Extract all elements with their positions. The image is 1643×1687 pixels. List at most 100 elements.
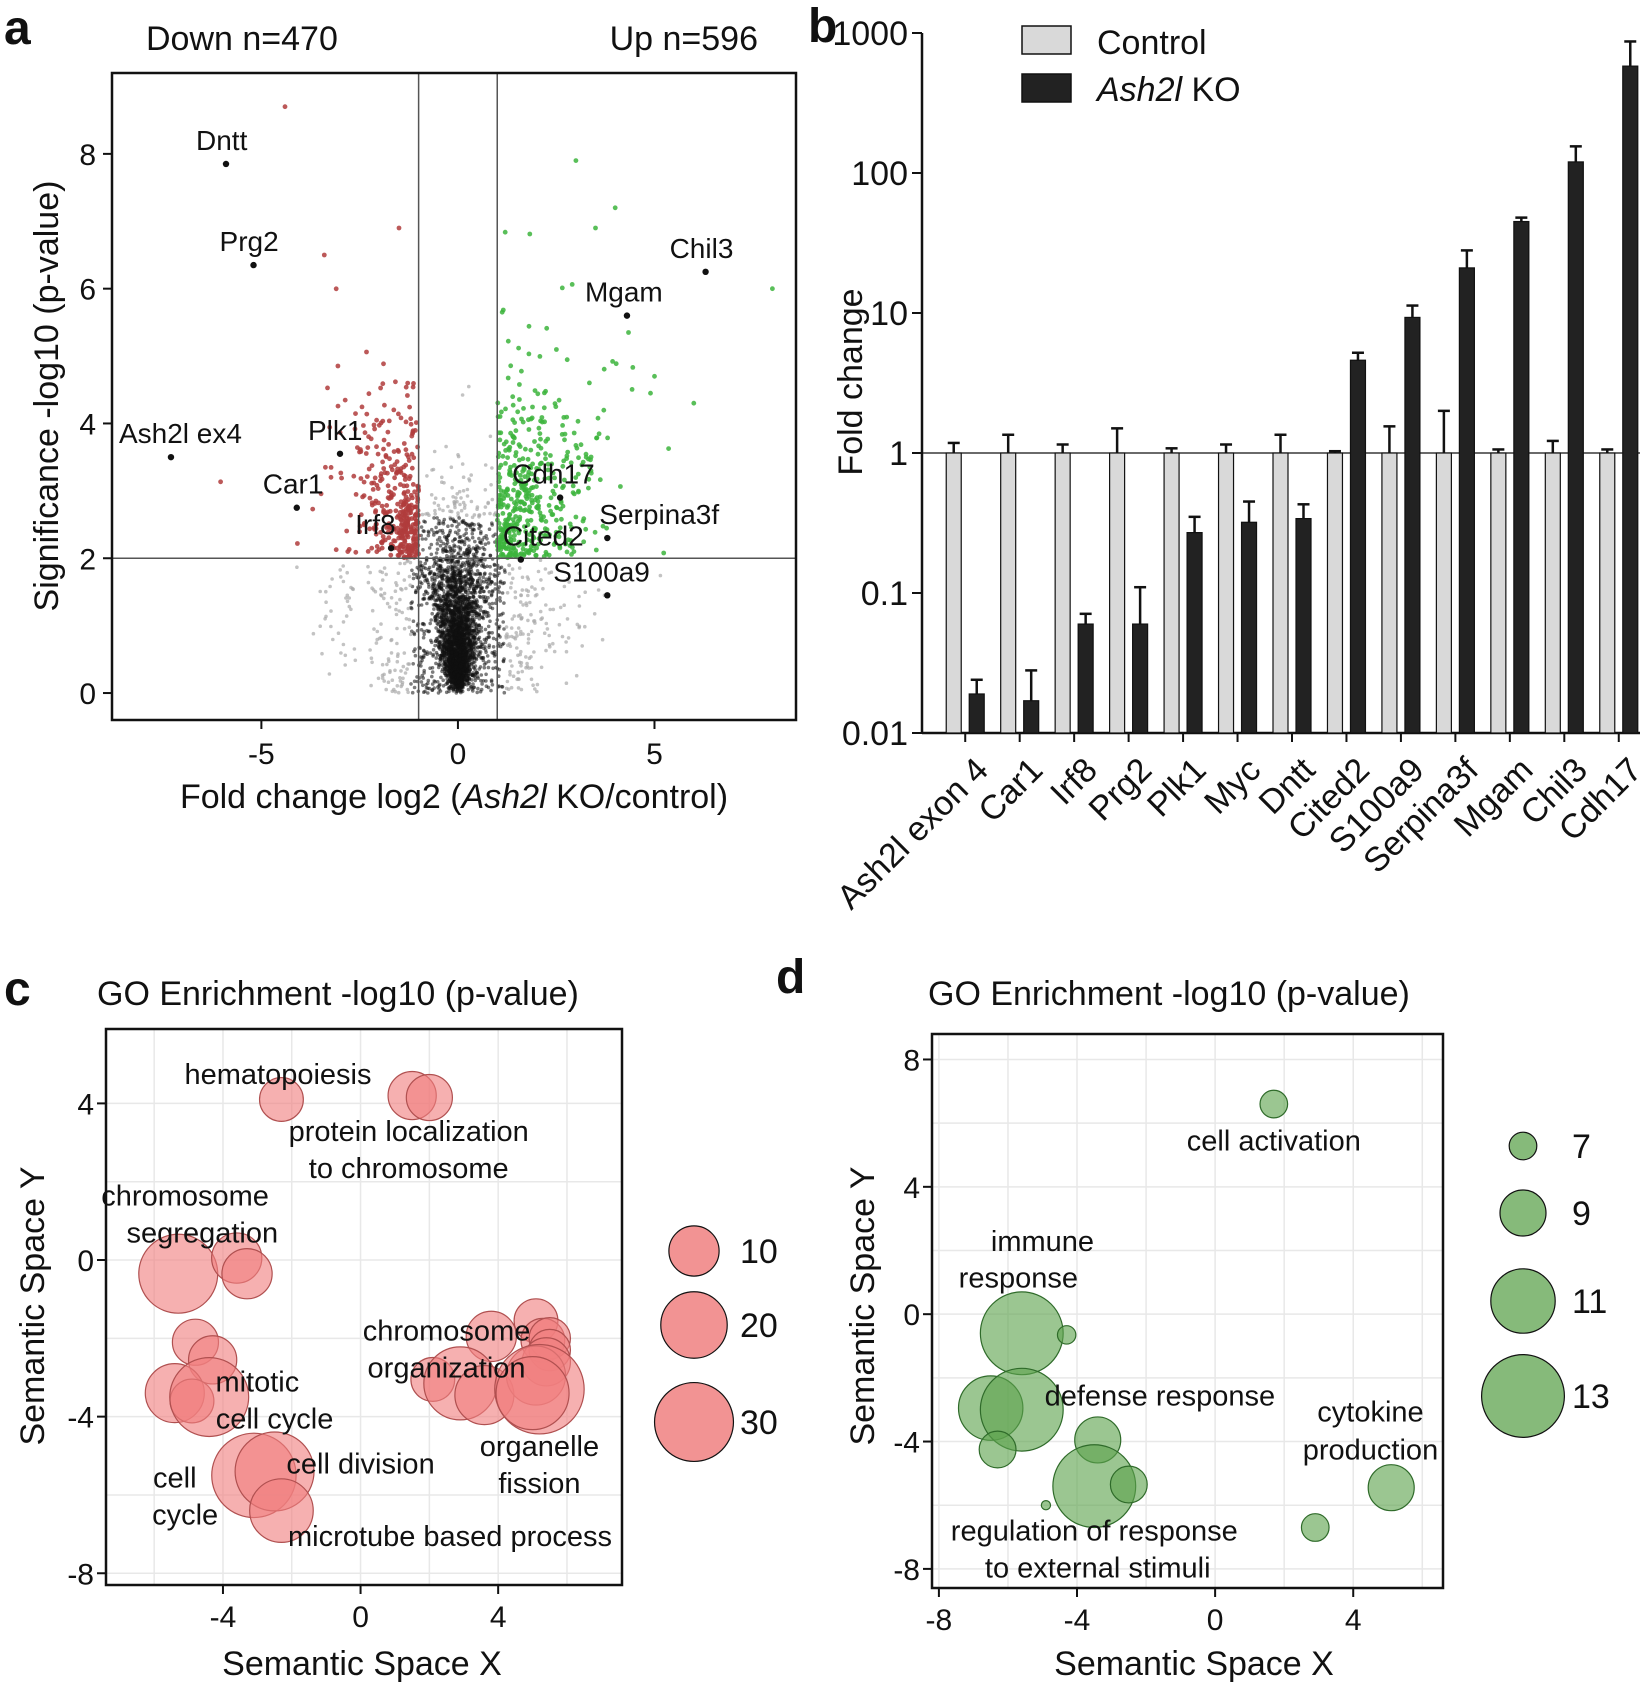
volcano-point [385,601,390,606]
volcano-point [429,493,434,497]
volcano-point [461,594,465,599]
volcano-point [531,683,535,687]
volcano-point [463,567,468,571]
volcano-point [381,466,387,471]
volcano-point [516,670,520,675]
go-term-label: to external stimuli [985,1552,1211,1584]
volcano-point [427,597,431,601]
volcano-point [424,683,428,687]
volcano-point [517,397,522,402]
volcano-point [487,602,492,606]
volcano-point [454,670,459,674]
volcano-point [600,637,605,642]
volcano-point [423,520,428,524]
volcano-point [462,579,467,583]
size-legend-bubble [668,1225,720,1277]
volcano-point [539,419,545,425]
volcano-point [323,617,327,621]
volcano-point [463,613,468,618]
go-term-label: cytokine [1317,1396,1423,1428]
go-y-axis-label-c: Semantic Space Y [14,1166,52,1445]
volcano-point [526,427,532,432]
volcano-point [386,418,392,424]
volcano-point [464,522,468,526]
volcano-point [528,600,532,605]
go-term-label: cell [153,1462,197,1494]
volcano-point [508,669,512,674]
volcano-point [458,664,463,669]
volcano-point [464,527,469,532]
volcano-point [510,417,516,423]
volcano-point [505,486,510,492]
volcano-point [461,489,466,493]
volcano-point [455,644,460,649]
size-legend-bubble [1508,1131,1538,1161]
volcano-point [573,514,579,520]
gene-label: Irf8 [355,509,395,540]
volcano-point [364,474,370,479]
volcano-point [437,645,442,650]
volcano-point [455,525,459,529]
volcano-point [526,641,531,645]
volcano-point [471,595,476,599]
volcano-point [438,569,443,573]
volcano-point [282,104,288,110]
volcano-point [412,679,417,684]
volcano-point [374,444,379,450]
volcano-point [328,474,334,480]
volcano-point [435,616,440,621]
volcano-point [435,547,440,552]
volcano-point [481,616,486,621]
volcano-point [506,643,510,648]
volcano-point [583,624,587,629]
volcano-point [436,597,440,601]
volcano-point [461,500,466,505]
volcano-point [454,649,459,653]
size-legend-label: 7 [1572,1128,1591,1166]
volcano-point [474,564,479,568]
volcano-point [468,637,473,641]
volcano-point [466,644,471,649]
volcano-point [526,632,531,637]
volcano-point [336,631,341,635]
volcano-point [477,536,481,541]
volcano-point [295,565,299,569]
go-term-bubble [1259,1089,1289,1119]
volcano-point [513,453,518,459]
volcano-point [425,601,429,606]
volcano-point [435,612,440,616]
volcano-point [462,574,466,579]
volcano-point [523,507,528,513]
volcano-point [475,559,480,563]
volcano-point [422,632,427,637]
bar-y-tick-label: 0.01 [842,715,908,753]
volcano-point [421,683,425,688]
volcano-point [442,664,446,669]
volcano-point [477,546,482,551]
volcano-point [554,504,559,510]
y-tick-label: 0 [79,678,96,711]
volcano-point [433,589,438,593]
volcano-point [488,605,493,609]
volcano-point [618,484,623,489]
volcano-point [389,651,394,655]
gene-label: Chil3 [670,233,734,264]
go-term-label: cell division [286,1449,434,1481]
volcano-point [412,513,418,518]
panel-c-go-bubbles: c GO Enrichment -log10 (p-value) -4 0 4 -8 -… [4,963,778,1683]
volcano-point [370,608,375,613]
volcano-point [423,573,428,578]
volcano-point [449,465,454,470]
volcano-point [517,677,521,682]
bar-y-tick-label: 1 [889,435,908,473]
volcano-point [405,522,411,527]
volcano-point [465,678,469,682]
volcano-point [460,393,465,397]
volcano-point [398,542,404,547]
volcano-point [505,591,510,595]
volcano-point [343,653,348,658]
volcano-point [406,662,410,666]
volcano-point [457,528,461,533]
volcano-point [472,561,477,566]
volcano-point [501,620,506,624]
